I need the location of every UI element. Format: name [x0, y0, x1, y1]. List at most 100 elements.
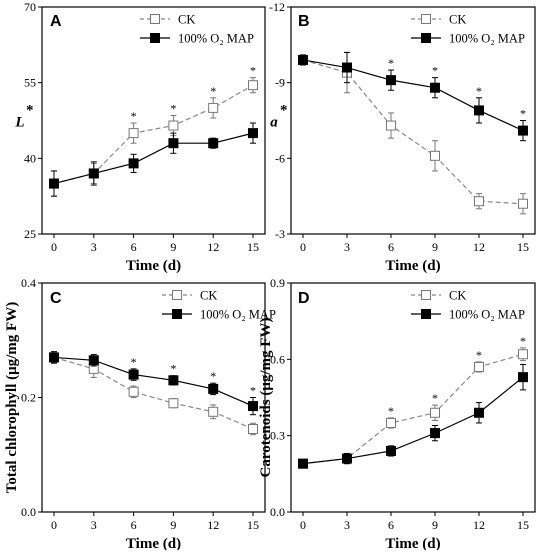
data-point	[128, 128, 139, 139]
x-axis-title: Time (d)	[126, 258, 181, 274]
x-tick-label: 12	[473, 518, 485, 532]
data-point	[474, 105, 484, 116]
data-point	[430, 428, 440, 439]
significance-star: *	[388, 56, 394, 70]
panel-letter: C	[50, 290, 62, 307]
y-tick-label: 0.9	[270, 276, 285, 290]
data-point	[474, 196, 484, 207]
legend-marker	[421, 309, 431, 319]
data-point	[518, 372, 528, 383]
data-point	[386, 120, 396, 131]
data-point	[88, 168, 99, 179]
data-point	[342, 62, 352, 73]
data-point	[430, 150, 440, 161]
data-point	[298, 54, 308, 65]
data-point	[518, 349, 528, 360]
legend-marker	[421, 14, 431, 24]
y-axis-title: L	[14, 115, 24, 131]
x-tick-label: 6	[131, 240, 137, 254]
y-tick-label: 40	[24, 151, 36, 165]
data-point	[168, 375, 179, 386]
significance-star: *	[388, 404, 394, 418]
legend-label: 100% O₂ MAP	[449, 308, 525, 322]
significance-star: *	[131, 109, 137, 123]
x-tick-label: 15	[517, 240, 529, 254]
y-tick-label: -12	[269, 0, 285, 14]
significance-star: *	[520, 334, 526, 348]
y-tick-label: 70	[24, 0, 36, 14]
data-point	[386, 75, 396, 86]
significance-star: *	[210, 84, 216, 98]
data-point	[128, 386, 139, 397]
x-tick-label: 9	[432, 240, 438, 254]
significance-star: *	[210, 369, 216, 383]
x-tick-label: 0	[300, 518, 306, 532]
data-point	[248, 128, 258, 139]
x-tick-label: 9	[170, 518, 176, 532]
significance-star: *	[131, 355, 137, 369]
data-point	[208, 406, 219, 417]
data-point	[128, 369, 139, 380]
x-tick-label: 15	[247, 518, 259, 532]
significance-star: *	[476, 84, 482, 98]
y-tick-label: -6	[275, 151, 285, 165]
y-tick-label: 0.6	[270, 352, 285, 366]
legend-marker	[150, 14, 160, 24]
x-tick-label: 6	[388, 240, 394, 254]
y-tick-label: 0.3	[270, 429, 285, 443]
significance-star: *	[170, 101, 176, 115]
x-tick-label: 12	[207, 518, 219, 532]
significance-star: *	[432, 391, 438, 405]
data-point	[248, 423, 258, 434]
data-point	[88, 355, 99, 366]
legend-label: 100% O₂ MAP	[178, 32, 254, 46]
y-tick-label: 0.4	[21, 276, 36, 290]
data-point	[248, 401, 258, 412]
panel-c: 0 3 6 9 12 15 0.0 0.2 0.4 Time (d) Total chlorophy…	[4, 276, 276, 552]
data-point	[208, 102, 219, 113]
x-tick-label: 0	[300, 240, 306, 254]
x-axis-title: Time (d)	[126, 536, 181, 550]
y-axis-title: Total chlorophyll (μg/mg FW)	[4, 302, 20, 493]
plot-frame	[290, 282, 536, 513]
data-point	[128, 158, 139, 169]
series-line	[302, 59, 524, 205]
series-line	[53, 356, 254, 430]
significance-star: *	[520, 107, 526, 121]
series-line	[53, 84, 254, 185]
legend-marker	[421, 290, 431, 300]
y-axis-title: a	[270, 115, 278, 131]
data-point	[168, 138, 179, 149]
y-tick-label: -3	[275, 227, 285, 241]
x-tick-label: 9	[170, 240, 176, 254]
x-tick-label: 12	[207, 240, 219, 254]
y-axis-title-superscript: *	[280, 103, 288, 119]
data-point	[386, 445, 396, 456]
x-tick-label: 15	[247, 240, 259, 254]
data-point	[49, 178, 59, 189]
legend-label: 100% O₂ MAP	[200, 308, 276, 322]
legend-label: 100% O₂ MAP	[449, 32, 525, 46]
x-tick-label: 3	[344, 240, 350, 254]
y-tick-label: 25	[24, 227, 36, 241]
x-tick-label: 0	[51, 240, 57, 254]
data-point	[386, 417, 396, 428]
panel-d: 0 3 6 9 12 15 0.0 0.3 0.6 0.9 Time (d) Carotenoids …	[258, 276, 536, 552]
data-point	[430, 82, 440, 93]
x-tick-label: 12	[473, 240, 485, 254]
legend-marker	[172, 309, 182, 319]
y-tick-label: 55	[24, 76, 36, 90]
significance-star: *	[170, 362, 176, 376]
significance-star: *	[250, 384, 256, 398]
legend-marker	[421, 33, 431, 43]
legend-label: CK	[449, 289, 466, 303]
panel-letter: D	[298, 290, 310, 307]
data-point	[474, 361, 484, 372]
data-point	[518, 125, 528, 136]
x-axis-title: Time (d)	[385, 536, 440, 550]
data-point	[430, 407, 440, 418]
data-point	[49, 352, 59, 363]
plot-frame	[290, 6, 536, 235]
